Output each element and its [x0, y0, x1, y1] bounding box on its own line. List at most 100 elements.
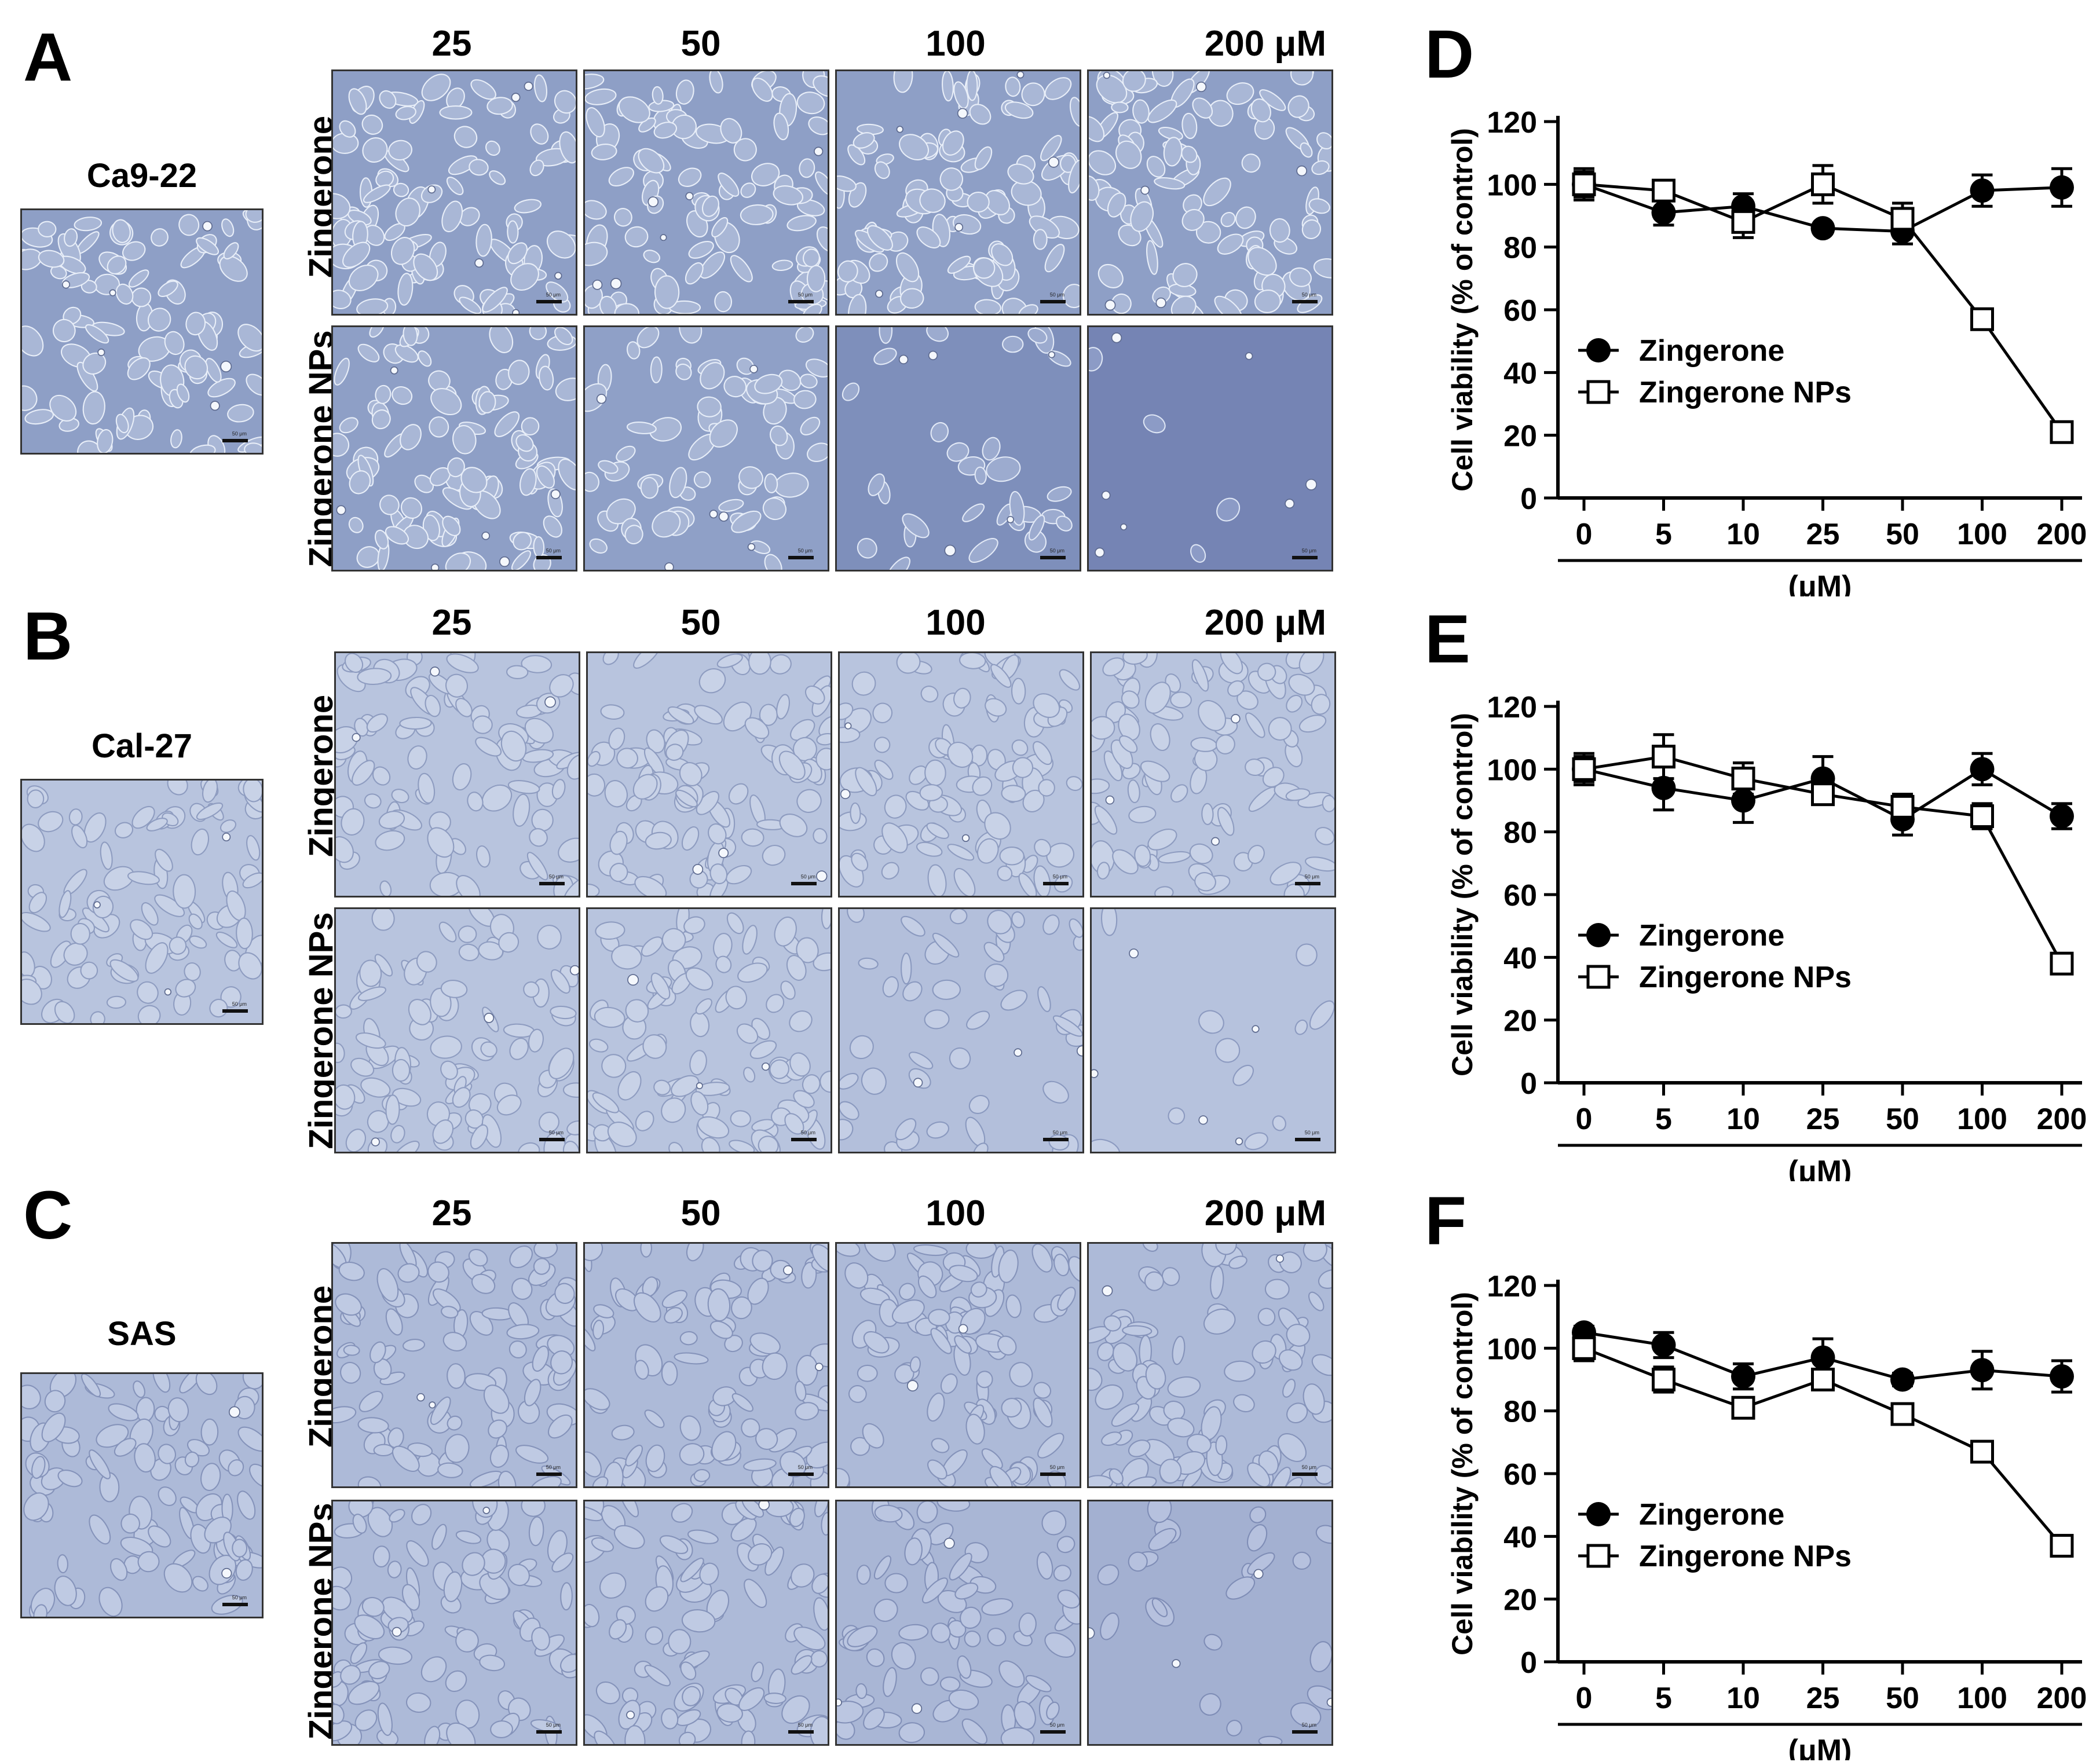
- data-point: [2050, 1364, 2074, 1389]
- x-tick-label: 50: [1886, 1682, 1919, 1715]
- y-tick-label: 80: [1503, 232, 1537, 265]
- chart-f: 0 20 40 60 80 100 120 0 5 10 25 50 100 200 (μM) Cell vi…: [1446, 1270, 2087, 1760]
- conc-50-c: 50: [681, 1193, 721, 1233]
- micro-b-nps-25: 50 μm: [334, 907, 580, 1153]
- y-tick-label: 100: [1487, 168, 1537, 202]
- x-tick-label: 25: [1806, 1682, 1840, 1715]
- data-point: [2050, 175, 2074, 200]
- scale-bar-label: 50 μm: [548, 1130, 564, 1135]
- scale-bar: [1292, 1472, 1318, 1476]
- scale-bar-label: 50 μm: [232, 431, 247, 437]
- y-axis-label: Cell viability (% of control): [1446, 713, 1479, 1076]
- x-tick-label: 50: [1886, 518, 1919, 551]
- data-point: [1810, 216, 1835, 241]
- micro-c-nps-200: 50 μm: [1087, 1500, 1333, 1746]
- data-point: [2050, 804, 2074, 829]
- scale-bar-label: 50 μm: [232, 1595, 247, 1600]
- legend-marker: [1586, 380, 1611, 404]
- data-point: [1810, 1345, 1835, 1370]
- y-tick-label: 100: [1487, 1332, 1537, 1366]
- chart-e: 0 20 40 60 80 100 120 0 5 10 25 50 100 200 (μM) Cell vi…: [1446, 691, 2087, 1181]
- y-tick-label: 20: [1503, 420, 1537, 453]
- legend-label: Zingerone NPs: [1639, 1540, 1852, 1573]
- legend: Zingerone Zingerone NPs: [1578, 1498, 1852, 1573]
- scale-bar: [791, 882, 817, 885]
- panel-letter-d: D: [1425, 16, 1475, 93]
- scale-bar: [1292, 300, 1318, 303]
- scale-bar: [222, 1603, 248, 1606]
- legend-marker: [1586, 1544, 1611, 1568]
- micro-c-nps-100: 50 μm: [835, 1500, 1081, 1746]
- scale-bar-label: 50 μm: [1049, 1464, 1064, 1470]
- scale-bar-label: 50 μm: [1304, 874, 1319, 880]
- micro-control-cal-27: 50 μm: [20, 779, 264, 1025]
- legend-marker: [1586, 1502, 1611, 1526]
- scale-bar: [222, 439, 248, 442]
- micro-c-zingerone-50: 50 μm: [583, 1242, 829, 1488]
- micro-a-zingerone-200: 50 μm: [1087, 69, 1333, 316]
- micro-a-nps-50: 50 μm: [583, 325, 829, 572]
- micro-b-nps-100: 50 μm: [838, 907, 1084, 1153]
- y-tick-label: 80: [1503, 816, 1537, 850]
- y-tick-label: 60: [1503, 1458, 1537, 1492]
- scale-bar-label: 50 μm: [546, 292, 561, 298]
- micro-a-zingerone-100: 50 μm: [835, 69, 1081, 316]
- scale-bar-label: 50 μm: [1049, 292, 1064, 298]
- data-point: [1970, 1358, 1995, 1383]
- data-point: [1890, 794, 1915, 819]
- data-point: [1811, 782, 1835, 807]
- panel-letter-b: B: [23, 598, 73, 675]
- legend-label: Zingerone NPs: [1639, 961, 1852, 994]
- scale-bar-label: 50 μm: [546, 1464, 561, 1470]
- axes: 0 20 40 60 80 100 120 0 5 10 25 50 100 200 (μM) Cell vi…: [1446, 1270, 2087, 1760]
- cell-line-label-cal-27: Cal-27: [91, 727, 193, 765]
- scale-bar-label: 50 μm: [1301, 292, 1316, 298]
- conc-200-c: 200 μM: [1204, 1193, 1326, 1233]
- scale-bar: [1040, 556, 1066, 559]
- scale-bar-label: 50 μm: [800, 1130, 815, 1135]
- x-tick-label: 50: [1886, 1102, 1919, 1136]
- x-tick-label: 25: [1806, 1102, 1840, 1136]
- scale-bar: [1040, 1472, 1066, 1476]
- y-tick-label: 20: [1503, 1584, 1537, 1617]
- x-tick-label: 5: [1655, 1102, 1672, 1136]
- x-tick-label: 100: [1957, 1102, 2007, 1136]
- scale-bar: [539, 882, 565, 885]
- conc-200-b: 200 μM: [1204, 603, 1326, 643]
- scale-bar: [539, 1138, 565, 1141]
- micro-b-zingerone-200: 50 μm: [1090, 651, 1336, 898]
- scale-bar-label: 50 μm: [797, 1464, 813, 1470]
- micro-c-zingerone-100: 50 μm: [835, 1242, 1081, 1488]
- scale-bar: [536, 300, 562, 303]
- data-point: [2050, 951, 2074, 976]
- legend-marker: [1586, 923, 1611, 947]
- panel-letter-c: C: [23, 1177, 73, 1254]
- y-tick-label: 60: [1503, 879, 1537, 913]
- y-tick-label: 40: [1503, 1521, 1537, 1554]
- scale-bar: [536, 1472, 562, 1476]
- micro-b-zingerone-50: 50 μm: [586, 651, 832, 898]
- scale-bar: [1040, 300, 1066, 303]
- data-point: [1890, 207, 1915, 231]
- y-tick-label: 20: [1503, 1005, 1537, 1038]
- scale-bar: [1040, 1730, 1066, 1734]
- x-tick-label: 5: [1655, 518, 1672, 551]
- conc-50-a: 50: [681, 24, 721, 64]
- data-point: [2050, 420, 2074, 444]
- micro-control-ca9-22: 50 μm: [20, 208, 264, 455]
- scale-bar-label: 50 μm: [1052, 1130, 1067, 1135]
- conc-200-a: 200 μM: [1204, 24, 1326, 64]
- data-point: [1652, 745, 1675, 769]
- conc-100-c: 100: [925, 1193, 986, 1233]
- micro-a-zingerone-25: 50 μm: [331, 69, 577, 316]
- y-tick-label: 40: [1503, 942, 1537, 975]
- scale-bar-label: 50 μm: [232, 1001, 247, 1007]
- conc-50-b: 50: [681, 603, 721, 643]
- y-tick-label: 0: [1520, 1067, 1537, 1101]
- data-point: [1731, 1395, 1755, 1420]
- micro-b-nps-50: 50 μm: [586, 907, 832, 1153]
- micro-a-nps-100: 50 μm: [835, 325, 1081, 572]
- data-point: [1572, 757, 1596, 781]
- cell-line-label-ca9-22: Ca9-22: [86, 157, 197, 195]
- scale-bar: [788, 300, 814, 303]
